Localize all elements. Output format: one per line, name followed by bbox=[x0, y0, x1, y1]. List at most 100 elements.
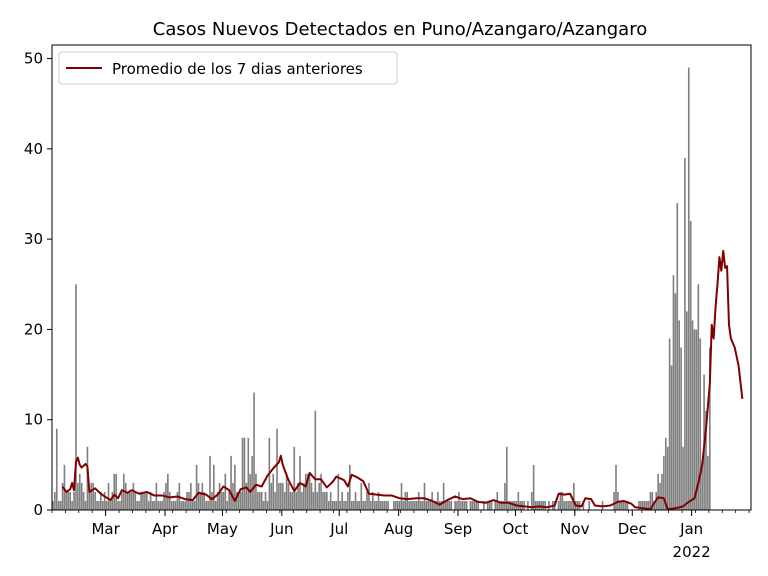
bar bbox=[705, 410, 707, 510]
y-tick-label: 50 bbox=[24, 50, 43, 68]
bar bbox=[203, 491, 206, 510]
legend-label: Promedio de los 7 dias anteriores bbox=[112, 60, 363, 78]
bar bbox=[71, 500, 73, 510]
bar bbox=[517, 491, 520, 510]
bar bbox=[471, 500, 474, 510]
bar bbox=[92, 482, 94, 510]
bar bbox=[536, 500, 539, 510]
bar bbox=[234, 464, 236, 510]
bar bbox=[337, 473, 340, 510]
bar bbox=[446, 500, 449, 510]
bar bbox=[664, 437, 667, 510]
bar bbox=[532, 464, 535, 510]
bar bbox=[140, 491, 142, 510]
bars-layer bbox=[52, 67, 711, 511]
bar bbox=[237, 491, 240, 510]
bar bbox=[396, 500, 399, 510]
bar bbox=[691, 320, 694, 510]
bar bbox=[645, 500, 648, 510]
x-tick-label: Oct bbox=[502, 520, 528, 538]
bar bbox=[500, 500, 502, 510]
bar bbox=[394, 500, 397, 510]
bar bbox=[75, 284, 77, 510]
bar bbox=[101, 500, 104, 510]
bar bbox=[96, 500, 98, 510]
bar bbox=[331, 500, 334, 510]
x-tick-label: Mar bbox=[91, 520, 120, 538]
bar bbox=[402, 500, 405, 510]
bar bbox=[615, 464, 617, 510]
bar bbox=[306, 473, 309, 510]
bar bbox=[393, 500, 395, 510]
bar bbox=[381, 500, 384, 510]
bar bbox=[153, 500, 156, 510]
bar bbox=[504, 482, 506, 510]
bar bbox=[130, 491, 133, 510]
bar bbox=[320, 473, 322, 510]
bar bbox=[243, 437, 246, 510]
bar bbox=[641, 500, 644, 510]
bar bbox=[406, 491, 409, 510]
bar bbox=[207, 500, 209, 510]
bar bbox=[684, 157, 686, 511]
plot-frame bbox=[51, 44, 752, 511]
bar bbox=[435, 500, 437, 510]
bar bbox=[251, 455, 253, 510]
bar bbox=[417, 491, 420, 510]
bar bbox=[354, 491, 357, 510]
bar bbox=[360, 482, 363, 510]
bar bbox=[689, 221, 692, 510]
bar bbox=[341, 491, 343, 510]
bar bbox=[149, 491, 152, 510]
x-tick-label: Nov bbox=[560, 520, 589, 538]
bar bbox=[425, 500, 428, 510]
bar bbox=[666, 446, 669, 510]
bar bbox=[676, 203, 679, 510]
bar bbox=[647, 500, 650, 510]
bar bbox=[561, 491, 564, 510]
bar bbox=[569, 500, 571, 510]
bar bbox=[100, 491, 102, 510]
bar bbox=[260, 491, 263, 510]
bar bbox=[314, 410, 317, 510]
bar bbox=[620, 500, 623, 510]
bar bbox=[113, 473, 116, 510]
bar bbox=[322, 491, 324, 510]
bar bbox=[335, 500, 338, 510]
bar bbox=[624, 500, 627, 510]
bar bbox=[163, 491, 165, 510]
bar bbox=[182, 500, 184, 510]
bar bbox=[157, 500, 160, 510]
bar bbox=[312, 491, 315, 510]
bar bbox=[509, 500, 512, 510]
bar bbox=[680, 347, 682, 510]
bar bbox=[563, 500, 566, 510]
bar bbox=[107, 482, 110, 510]
bar bbox=[304, 473, 307, 510]
bar bbox=[147, 500, 150, 510]
bar bbox=[404, 491, 407, 510]
bar bbox=[168, 491, 171, 510]
bar bbox=[653, 500, 656, 510]
bar bbox=[640, 500, 642, 510]
bar bbox=[540, 500, 543, 510]
bar bbox=[287, 482, 290, 510]
bar bbox=[172, 500, 175, 510]
bar bbox=[643, 500, 646, 510]
bar bbox=[126, 491, 129, 510]
bar bbox=[345, 500, 347, 510]
bar bbox=[379, 500, 382, 510]
bar bbox=[167, 473, 169, 510]
bar bbox=[142, 491, 144, 510]
bar bbox=[245, 482, 248, 510]
bar bbox=[469, 500, 472, 510]
bar bbox=[190, 482, 192, 510]
bar bbox=[475, 500, 477, 510]
bar bbox=[201, 482, 204, 510]
bar bbox=[377, 491, 380, 510]
bar bbox=[364, 500, 366, 510]
bar bbox=[94, 491, 96, 510]
bar bbox=[347, 491, 349, 510]
bar bbox=[280, 482, 282, 510]
bar bbox=[410, 500, 412, 510]
